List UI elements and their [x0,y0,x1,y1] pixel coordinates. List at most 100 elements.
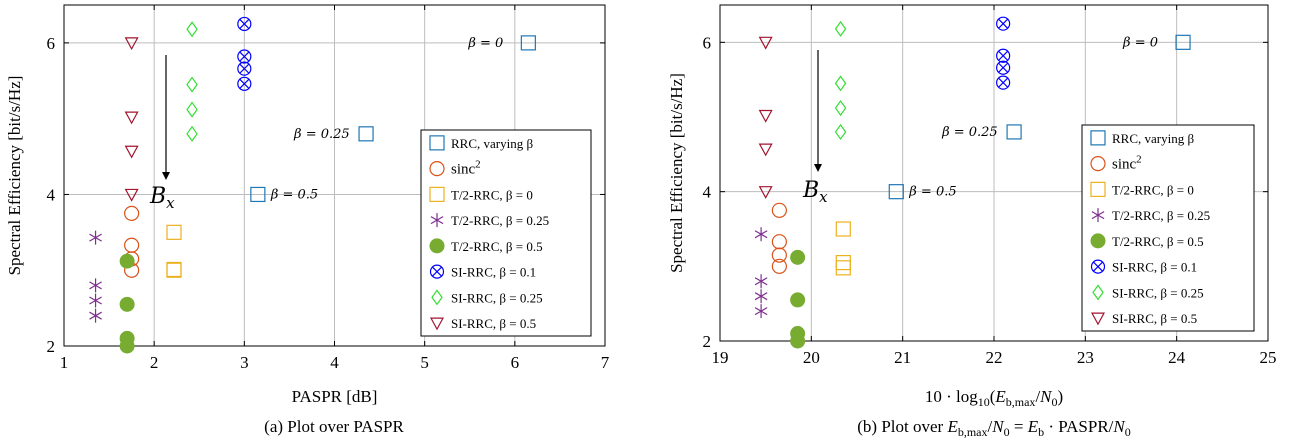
data-point [119,253,135,269]
series-t2_025 [89,230,102,323]
data-point [771,247,787,263]
caption-part: b,max [958,425,988,439]
x-axis-label-part: 10 · log [925,387,978,406]
x-tick-label: 24 [1168,348,1186,367]
data-point [754,304,768,319]
caption-part: / [988,417,993,436]
caption-part: N [1112,417,1126,436]
data-point [89,230,102,245]
legend-marker [429,317,445,331]
legend-marker [1090,130,1106,146]
legend-marker [429,186,445,202]
series-si_01 [996,16,1011,90]
data-point [237,61,252,76]
arrow-head [162,172,170,180]
series-si_025 [834,20,847,140]
legend-marker [1092,284,1104,301]
data-point [250,186,266,203]
data-point [1175,34,1191,50]
x-tick-label: 19 [712,348,729,367]
otimes-cross [239,51,250,62]
data-point [758,109,773,123]
point-label: β = 0.25 [293,127,350,142]
otimes-ring [237,76,252,91]
data-point [758,36,773,50]
otimes-ring [996,16,1011,31]
arrow-label-sub: x [166,194,175,212]
otimes-cross [239,78,250,89]
data-point [124,205,140,221]
legend-label-part: 2 [1136,154,1142,166]
x-tick-label: 20 [803,348,820,367]
y-tick-label: 4 [703,183,712,202]
legend-label-part: 2 [475,159,481,171]
x-tick-label: 25 [1260,348,1277,367]
data-point [834,100,847,117]
x-tick-label: 23 [1077,348,1094,367]
data-point [186,101,198,118]
data-point [754,289,768,304]
y-tick-label: 2 [47,337,56,356]
data-point [124,188,139,202]
otimes-cross [239,63,250,74]
data-point [89,308,102,323]
data-point [358,126,374,142]
data-point [237,76,252,91]
data-point [166,261,182,278]
legend: RRC, varying β sinc2 T/2-RRC, β = 0 T/2-RRC… [1081,124,1255,332]
caption-part: 0 [1125,425,1131,439]
data-point [166,262,182,278]
otimes-cross [1092,261,1104,272]
otimes-cross [998,62,1009,73]
legend-label: T/2-RRC, β = 0.25 [1112,208,1210,223]
legend-marker [429,264,445,279]
series-si_05 [758,36,773,199]
data-point [89,278,102,293]
data-point [996,60,1011,75]
x-axis-label: 10 · log10(Eb,max/N0) [925,387,1063,409]
otimes-ring [996,48,1011,63]
arrow-label-main: B [802,178,819,203]
x-tick-label: 1 [60,353,69,372]
caption-part: 0 [1004,425,1010,439]
data-point [835,255,851,271]
otimes-ring [996,60,1011,75]
legend-marker [1090,156,1106,172]
data-point [166,224,182,240]
legend-label: T/2-RRC, β = 0.25 [451,213,549,228]
data-point [754,227,768,242]
legend-box [1081,124,1255,332]
legend-marker [429,161,445,177]
legend-label: sinc2 [451,159,481,178]
y-tick-label: 6 [47,34,56,53]
legend-marker [1090,312,1106,326]
arrow-label-main: B [149,184,166,209]
series-si_025 [186,21,198,142]
data-point [888,184,904,200]
chart-caption: (b) Plot over Eb,max/N0 = Eb · PASPR/N0 [857,417,1130,439]
point-label: β = 0.25 [941,125,998,140]
otimes-ring [237,49,252,64]
otimes-ring [237,16,252,32]
arrow-label-sub: x [819,188,828,206]
legend-marker [1090,233,1106,249]
legend-marker [1091,208,1105,223]
legend-label: RRC, varying β [1112,131,1194,146]
x-axis-label-part: 10 [978,395,990,409]
asterisk-stroke [754,277,768,286]
series-rrc: β = 0 β = 0.25 β = 0.5 [888,34,1191,200]
legend-marker [430,213,444,228]
series-t2_0 [166,224,182,278]
caption-part: b [1038,425,1044,439]
series-t2_025 [754,227,768,319]
legend-label: SI-RRC, β = 0.1 [451,265,536,280]
x-axis-label-part: E [994,387,1006,406]
otimes-ring [429,264,445,279]
x-axis-label-part: ) [1058,387,1064,406]
series-si_01 [237,16,252,91]
data-point [835,221,851,237]
otimes-cross [998,77,1009,88]
